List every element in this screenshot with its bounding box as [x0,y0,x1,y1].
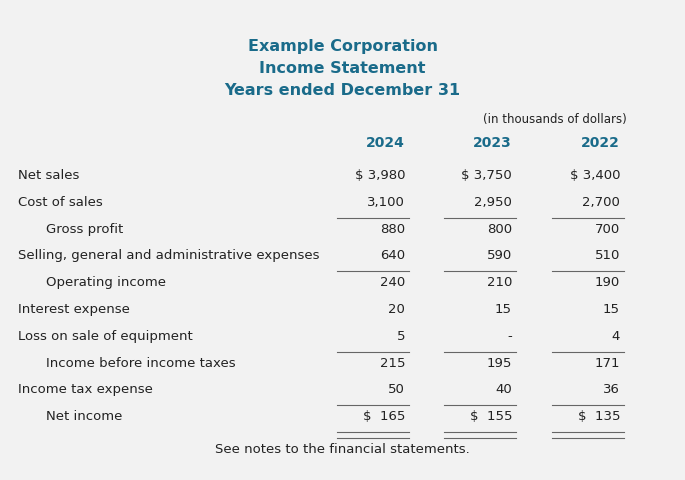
Text: 5: 5 [397,329,405,342]
Text: Gross profit: Gross profit [46,222,123,235]
Text: 2024: 2024 [366,136,405,150]
Text: 15: 15 [495,302,512,315]
Text: Selling, general and administrative expenses: Selling, general and administrative expe… [18,249,319,262]
Text: 240: 240 [379,276,405,288]
Text: 880: 880 [380,222,405,235]
Text: Example Corporation: Example Corporation [247,39,438,54]
Text: -: - [508,329,512,342]
Text: 2,950: 2,950 [474,195,512,208]
Text: 190: 190 [595,276,620,288]
Text: Net sales: Net sales [18,168,79,181]
Text: $ 3,980: $ 3,980 [355,168,405,181]
Text: Loss on sale of equipment: Loss on sale of equipment [18,329,192,342]
Text: 40: 40 [495,383,512,396]
Text: Income before income taxes: Income before income taxes [46,356,236,369]
Text: 640: 640 [380,249,405,262]
Text: 590: 590 [487,249,512,262]
Text: See notes to the financial statements.: See notes to the financial statements. [215,442,470,455]
Text: 700: 700 [595,222,620,235]
Text: Net income: Net income [46,409,123,422]
Text: $  165: $ 165 [362,409,405,422]
Text: 4: 4 [612,329,620,342]
Text: 195: 195 [486,356,512,369]
Text: 2022: 2022 [581,136,620,150]
Text: 2,700: 2,700 [582,195,620,208]
Text: 50: 50 [388,383,405,396]
Text: 3,100: 3,100 [367,195,405,208]
Text: (in thousands of dollars): (in thousands of dollars) [483,113,627,126]
Text: 510: 510 [595,249,620,262]
Text: 210: 210 [486,276,512,288]
Text: Operating income: Operating income [46,276,166,288]
Text: $  135: $ 135 [577,409,620,422]
Text: 20: 20 [388,302,405,315]
Text: 15: 15 [603,302,620,315]
Text: $ 3,400: $ 3,400 [569,168,620,181]
Text: $ 3,750: $ 3,750 [461,168,512,181]
Text: Interest expense: Interest expense [18,302,130,315]
Text: 800: 800 [487,222,512,235]
Text: 36: 36 [603,383,620,396]
Text: Years ended December 31: Years ended December 31 [225,83,460,98]
Text: $  155: $ 155 [469,409,512,422]
Text: 2023: 2023 [473,136,512,150]
Text: Cost of sales: Cost of sales [18,195,103,208]
Text: Income tax expense: Income tax expense [18,383,153,396]
Text: Income Statement: Income Statement [259,61,426,76]
Text: 215: 215 [379,356,405,369]
Text: 171: 171 [595,356,620,369]
